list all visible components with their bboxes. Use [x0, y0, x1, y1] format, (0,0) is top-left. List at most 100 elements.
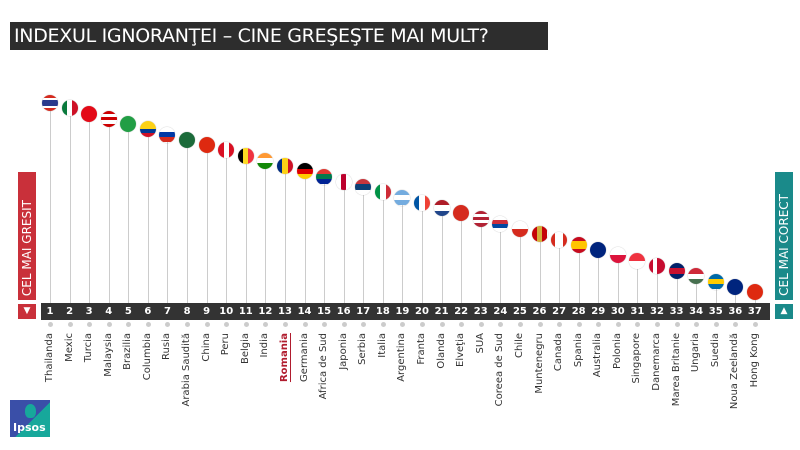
tick-dot: [165, 322, 171, 327]
rank-number: 31: [630, 306, 645, 317]
rank-number: 25: [512, 306, 527, 317]
flag-stem: [206, 145, 208, 303]
flag-stem: [656, 265, 658, 303]
rank-number: 32: [650, 306, 664, 317]
tick-dot: [106, 322, 112, 327]
rank-number: 15: [317, 306, 332, 317]
rank-number: 16: [336, 306, 351, 317]
flag-stem: [343, 181, 345, 303]
most-correct-panel: CEL MAI CORECT: [775, 172, 793, 300]
rank-number: 30: [610, 306, 625, 317]
tick-dot: [576, 322, 582, 327]
rank-number: 29: [591, 306, 606, 317]
country-label: Chile: [513, 333, 525, 359]
most-correct-label: CEL MAI CORECT: [777, 194, 791, 296]
flag-icon-marea-britanie: [668, 263, 685, 279]
tick-dot: [557, 322, 563, 327]
country-label: SUA: [474, 333, 486, 354]
flag-stem: [676, 271, 678, 303]
flag-icon-elveţia: [453, 205, 470, 222]
flag-icon-thailanda: [42, 95, 58, 111]
rank-number: 24: [493, 306, 508, 317]
flag-stem: [735, 286, 737, 303]
flag-stem: [559, 239, 561, 303]
country-label: Noua Zeelandă: [729, 333, 741, 410]
country-label: Hong Kong: [748, 333, 760, 388]
flag-stem: [284, 166, 286, 303]
flag-stem: [578, 244, 580, 303]
country-label: Marea Britanie: [670, 333, 682, 407]
country-label: Africa de Sud: [318, 333, 330, 400]
flag-stem: [245, 155, 247, 303]
flag-icon-germania: [296, 163, 313, 180]
country-label: Ungaria: [690, 333, 702, 373]
rank-number: 8: [183, 306, 191, 317]
flag-stem: [226, 150, 228, 303]
flag-stem: [324, 176, 326, 303]
flag-icon-sua: [472, 210, 489, 227]
flag-icon-coreea-de-sud: [492, 215, 509, 232]
flag-icon-africa-de-sud: [316, 168, 333, 185]
flag-stem: [69, 108, 71, 303]
tick-dot: [439, 322, 445, 327]
rank-number: 33: [669, 306, 684, 317]
tick-dot: [478, 322, 484, 327]
flag-icon-italia: [374, 184, 391, 201]
flag-icon-singapore: [629, 252, 646, 269]
rank-number: 28: [571, 306, 586, 317]
flag-icon-olanda: [433, 200, 450, 216]
country-label: Arabia Saudită: [181, 333, 193, 407]
rank-number: 9: [203, 306, 211, 317]
flag-icon-australia: [590, 242, 607, 258]
tick-dot: [341, 322, 347, 327]
flag-stem: [402, 197, 404, 303]
rank-number: 36: [728, 306, 743, 317]
rank-number: 13: [277, 306, 292, 317]
rank-number: 3: [85, 306, 93, 317]
flag-icon-muntenegru: [531, 226, 548, 243]
flag-icon-franta: [414, 194, 430, 211]
country-label: Franta: [416, 333, 428, 365]
flag-stem: [128, 124, 130, 303]
flag-icon-india: [257, 152, 274, 169]
country-label: Coreea de Sud: [494, 333, 506, 407]
country-label: Elveţia: [455, 333, 467, 367]
tick-dot: [713, 322, 719, 327]
tick-dot: [498, 322, 504, 327]
tick-dot: [733, 322, 739, 327]
country-label: Rusia: [161, 333, 173, 360]
most-wrong-panel: CEL MAI GRESIT: [18, 172, 36, 300]
flag-stem: [187, 139, 189, 303]
country-label: Belgia: [239, 333, 251, 365]
tick-dot: [635, 322, 641, 327]
country-label: Japonia: [337, 333, 349, 370]
country-label: Romania: [278, 333, 290, 383]
tick-dot: [322, 322, 328, 327]
tick-dot: [420, 322, 426, 327]
flag-stem: [715, 281, 717, 303]
arrow-up-icon: ▲: [775, 304, 793, 319]
country-label: Olanda: [435, 333, 447, 369]
rank-number: 35: [708, 306, 723, 317]
tick-dot: [615, 322, 621, 327]
flag-icon-canada: [551, 231, 568, 248]
rank-number: 10: [219, 306, 234, 317]
country-label: Columbia: [141, 333, 153, 381]
tick-dot: [204, 322, 210, 327]
flag-stem: [50, 103, 51, 303]
rank-number: 11: [238, 306, 253, 317]
flag-icon-china: [198, 137, 215, 153]
flag-stem: [89, 113, 91, 303]
ipsos-logo: Ipsos: [10, 400, 50, 437]
flag-icon-suedia: [707, 273, 724, 290]
flag-stem: [108, 118, 110, 303]
flag-stem: [382, 192, 384, 303]
tick-dot: [380, 322, 386, 327]
flag-icon-chile: [511, 221, 528, 237]
country-label: Australia: [592, 333, 604, 378]
rank-bar: [41, 303, 770, 320]
country-label: Singapore: [631, 333, 643, 384]
flag-stem: [696, 276, 698, 303]
flag-icon-turcia: [81, 105, 98, 122]
tick-dot: [87, 322, 93, 327]
